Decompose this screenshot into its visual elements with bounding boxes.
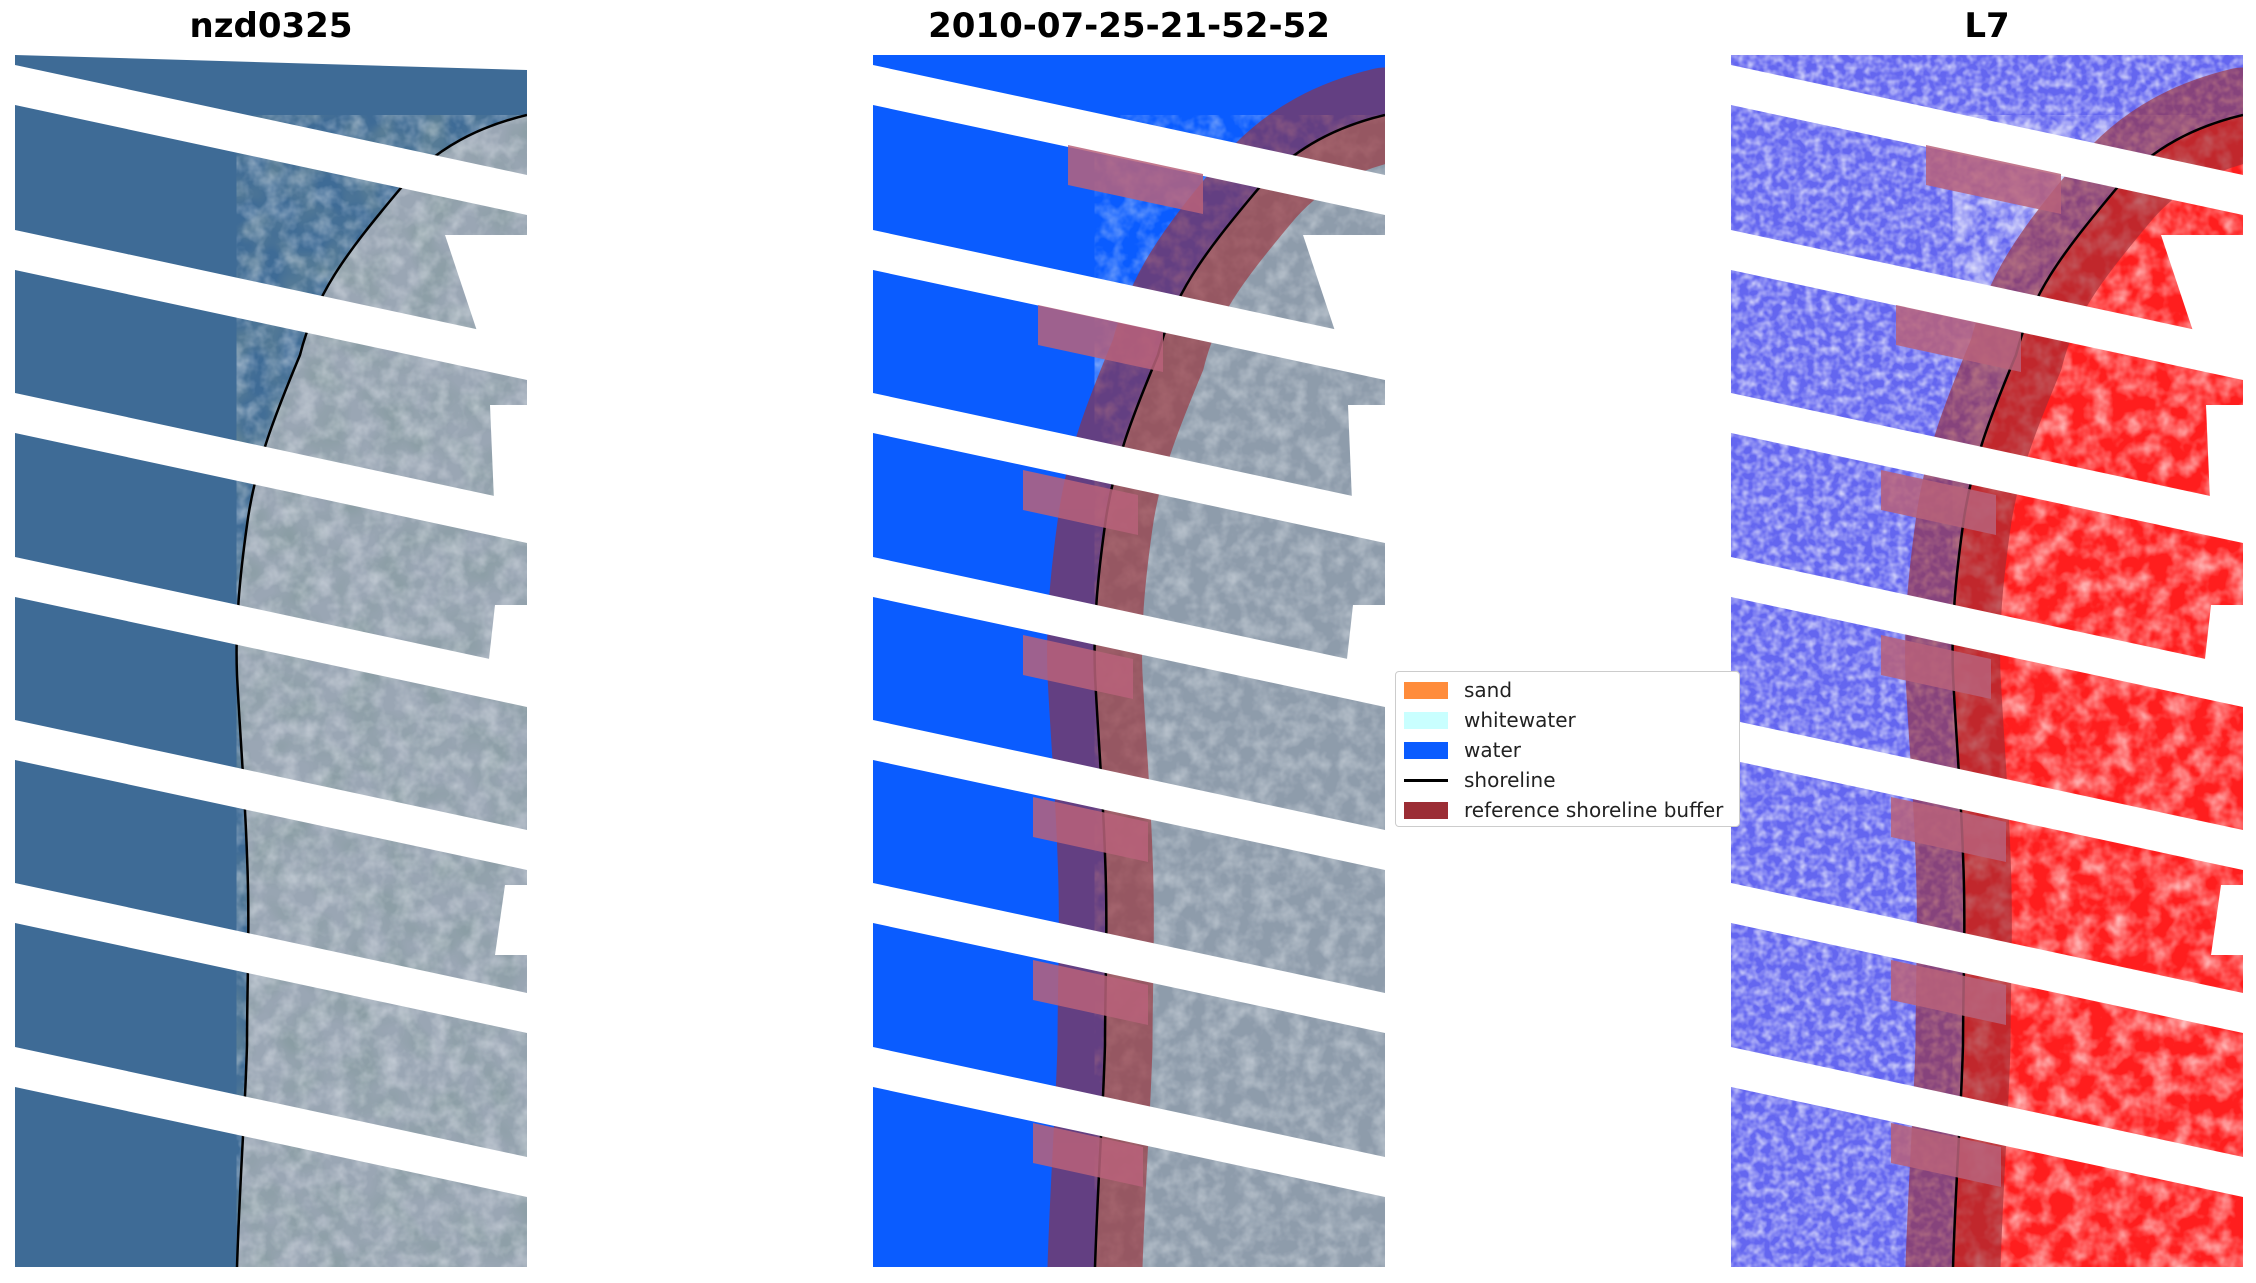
legend-item-sand: sand — [1404, 678, 1512, 702]
legend-item-reference-buffer: reference shoreline buffer — [1404, 798, 1723, 822]
legend-label-water: water — [1464, 738, 1521, 762]
index-image-panel — [1731, 55, 2243, 1267]
legend-line-shoreline — [1404, 778, 1448, 782]
legend-item-whitewater: whitewater — [1404, 708, 1576, 732]
legend-item-shoreline: shoreline — [1404, 768, 1556, 792]
rgb-image-panel — [15, 55, 527, 1267]
legend-label-shoreline: shoreline — [1464, 768, 1556, 792]
legend-swatch-whitewater — [1404, 711, 1448, 729]
panel-title-index: L7 — [1964, 6, 2010, 46]
legend-label-sand: sand — [1464, 678, 1513, 702]
legend-label-reference-buffer: reference shoreline buffer — [1464, 798, 1724, 822]
panel-title-rgb: nzd0325 — [189, 6, 353, 46]
legend-swatch-sand — [1404, 681, 1448, 699]
panel-title-classified: 2010-07-25-21-52-52 — [928, 6, 1330, 46]
legend-item-water: water — [1404, 738, 1521, 762]
classified-image-panel — [873, 55, 1385, 1267]
legend-label-whitewater: whitewater — [1464, 708, 1576, 732]
legend-swatch-water — [1404, 741, 1448, 759]
legend-swatch-reference-buffer — [1404, 801, 1448, 819]
legend: sand whitewater water shoreline referenc… — [1395, 671, 1740, 827]
